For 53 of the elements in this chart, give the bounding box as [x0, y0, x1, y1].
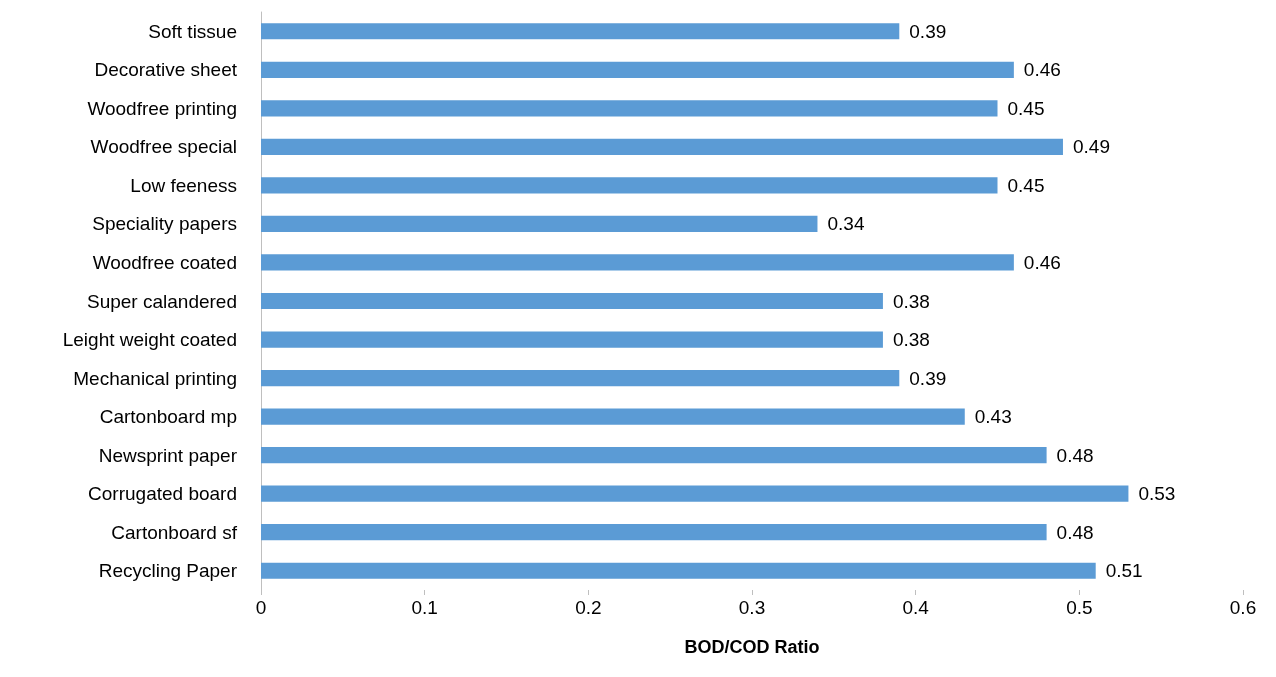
x-tick-label: 0.1: [411, 597, 438, 618]
y-tick-label: Speciality papers: [92, 213, 237, 235]
y-tick-label: Soft tissue: [148, 20, 237, 42]
data-label: 0.46: [1023, 251, 1061, 273]
y-tick-label: Woodfree coated: [92, 251, 237, 273]
y-tick-label: Cartonboard sf: [111, 521, 238, 543]
data-label: 0.48: [1056, 521, 1094, 543]
data-label: 0.34: [827, 213, 865, 235]
y-tick-label: Woodfree special: [90, 136, 237, 158]
bar: [261, 215, 818, 233]
x-tick-label: 0.2: [575, 597, 602, 618]
y-tick-label: Decorative sheet: [94, 59, 238, 81]
y-tick-label: Super calandered: [87, 290, 237, 312]
bar: [261, 369, 900, 387]
data-label: 0.39: [909, 367, 947, 389]
data-label: 0.53: [1138, 483, 1176, 505]
bar: [261, 524, 1047, 541]
bar: [261, 61, 1014, 78]
y-tick-label: Corrugated board: [88, 483, 237, 505]
data-label: 0.46: [1023, 59, 1061, 81]
data-label: 0.39: [909, 20, 947, 42]
bar: [261, 23, 900, 40]
bar: [261, 177, 998, 194]
data-label: 0.45: [1007, 174, 1045, 196]
data-label: 0.49: [1072, 136, 1110, 158]
data-label: 0.43: [974, 406, 1012, 428]
y-tick-label: Cartonboard mp: [99, 406, 237, 428]
bar: [261, 408, 965, 425]
data-label: 0.38: [892, 329, 930, 351]
data-label: 0.38: [892, 290, 930, 312]
bar: [261, 331, 883, 348]
bar: [261, 485, 1129, 502]
y-tick-label: Woodfree printing: [87, 97, 237, 119]
data-label: 0.51: [1105, 560, 1143, 582]
bar: [261, 562, 1096, 579]
y-tick-label: Leight weight coated: [62, 329, 237, 351]
data-label: 0.45: [1007, 97, 1045, 119]
y-tick-label: Mechanical printing: [73, 367, 237, 389]
bar: [261, 100, 998, 117]
x-tick-label: 0.6: [1229, 597, 1257, 618]
bar: [261, 447, 1047, 464]
y-tick-label: Recycling Paper: [98, 560, 238, 582]
y-tick-label: Newsprint paper: [98, 444, 238, 466]
x-tick-label: 0.5: [1066, 597, 1093, 618]
x-tick-label: 0.4: [902, 597, 930, 618]
x-tick-label: 0: [255, 597, 267, 618]
bar: [261, 292, 883, 310]
x-axis-title: BOD/COD Ratio: [684, 637, 820, 657]
bar: [261, 138, 1063, 155]
bar: [261, 254, 1014, 271]
x-tick-label: 0.3: [738, 597, 766, 618]
data-label: 0.48: [1056, 444, 1094, 466]
y-tick-label: Low feeness: [130, 174, 237, 196]
